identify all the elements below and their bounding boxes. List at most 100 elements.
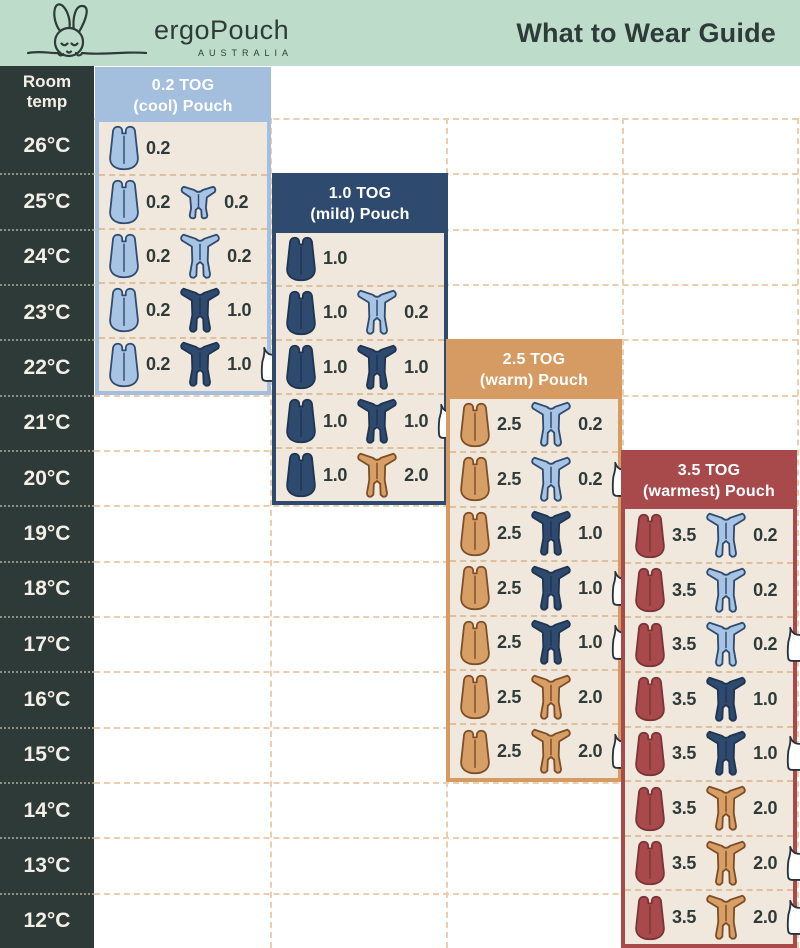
- brand-logo: ergoPouch AUSTRALIA: [24, 2, 293, 64]
- garment-item: 1.0: [284, 290, 347, 336]
- tog-value: 2.0: [753, 798, 778, 818]
- singlet-icon: [785, 735, 800, 772]
- sleeping-bag-icon: [633, 676, 667, 722]
- tog-value: 1.0: [227, 299, 252, 320]
- romper-icon: [178, 184, 219, 221]
- tog-value: 1.0: [323, 464, 348, 485]
- tog-value: 0.2: [578, 414, 603, 435]
- tog-value: 3.5: [672, 907, 697, 928]
- guide-row-18C: 3.5 0.2: [625, 561, 793, 617]
- sleeping-bag-icon: [284, 290, 318, 336]
- guide-row-16C: 2.5 2.0: [450, 669, 618, 723]
- garment-item: 1.0: [704, 729, 778, 778]
- sleeping-bag-icon: [458, 620, 492, 666]
- garment-item: 0.2: [529, 455, 603, 504]
- garment-item: 0.2: [529, 400, 603, 449]
- tog-panel-title-line2: (warmest) Pouch: [643, 482, 775, 500]
- guide-row-22C: 1.0 1.0: [276, 338, 444, 393]
- sleepsuit-icon: [704, 566, 748, 615]
- sleepsuit-icon: [178, 340, 222, 389]
- guide-row-14C: 3.5 2.0: [625, 780, 793, 835]
- sleepsuit-icon: [529, 673, 573, 722]
- tog-value: 1.0: [404, 410, 429, 431]
- guide-row-17C: 3.5 0.2: [625, 616, 793, 671]
- room-temp-header-line2: temp: [26, 92, 68, 111]
- tog-value: 2.0: [753, 852, 778, 873]
- garment-item: 1.0: [284, 236, 347, 282]
- guide-row-24C: 1.0: [276, 233, 444, 285]
- tog-value: 1.0: [323, 248, 348, 269]
- tog-value: 3.5: [672, 798, 697, 818]
- sleeping-bag-icon: [633, 567, 667, 613]
- tog-value: 2.0: [578, 686, 603, 707]
- tog-value: 0.2: [146, 299, 171, 320]
- tog-panel-title-line2: (mild) Pouch: [310, 205, 410, 223]
- tog-value: 0.2: [146, 137, 171, 158]
- room-temp-header: Room temp: [0, 66, 94, 118]
- tog-value: 2.0: [753, 907, 778, 928]
- tog-value: 0.2: [578, 468, 603, 489]
- tog-value: 3.5: [672, 852, 697, 873]
- room-temp-column: Room temp 26°C 25°C 24°C 23°C 22°C 21°C 20°C 19…: [0, 66, 94, 948]
- tog-panel-title-line1: 3.5 TOG: [677, 461, 741, 479]
- sleepsuit-icon: [704, 784, 748, 833]
- sleepsuit-icon: [355, 397, 399, 446]
- guide-row-21C: 1.0 1.0: [276, 393, 444, 447]
- sleeping-bag-icon: [633, 731, 667, 777]
- guide-row-16C: 3.5 1.0: [625, 671, 793, 726]
- guide-row-15C: 3.5 1.0: [625, 725, 793, 781]
- singlet-icon: [785, 899, 800, 936]
- tog-panel-header: 3.5 TOG (warmest) Pouch: [625, 454, 793, 510]
- tog-panel-header: 1.0 TOG (mild) Pouch: [276, 177, 444, 233]
- sleeping-bag-icon: [284, 236, 318, 282]
- garment-item: 3.5: [633, 895, 696, 941]
- temp-cell: 24°C: [0, 228, 94, 284]
- tog-value: 1.0: [578, 632, 603, 653]
- tog-panel-3.5: 3.5 TOG (warmest) Pouch 3.5 0.2 3.5 0.2 3.5 0.2…: [621, 450, 797, 948]
- tog-value: 1.0: [323, 302, 348, 323]
- garment-item: 0.2: [107, 287, 170, 333]
- tog-value: 0.2: [146, 354, 171, 375]
- sleeping-bag-icon: [633, 840, 667, 886]
- sleepsuit-icon: [704, 729, 748, 778]
- garment-item: 1.0: [355, 397, 429, 446]
- sleepsuit-icon: [704, 893, 748, 942]
- garment-item: 1.0: [178, 340, 252, 389]
- sleeping-bag-icon: [458, 674, 492, 720]
- guide-row-23C: 1.0 0.2: [276, 284, 444, 339]
- garment-item: 0.2: [704, 511, 778, 560]
- tog-value: 1.0: [578, 523, 603, 544]
- sleepsuit-icon: [355, 451, 399, 500]
- sleeping-bag-icon: [284, 398, 318, 444]
- garment-item: 0.2: [704, 566, 778, 615]
- garment-item: 2.5: [458, 456, 521, 502]
- garment-item: 1.0: [284, 398, 347, 444]
- tog-value: 0.2: [753, 634, 778, 655]
- guide-row-20C: 1.0 2.0: [276, 447, 444, 501]
- sleeping-bag-icon: [458, 456, 492, 502]
- tog-value: 0.2: [146, 191, 171, 212]
- garment-item: 2.5: [458, 565, 521, 611]
- temp-cell: 14°C: [0, 781, 94, 837]
- garment-item: 1.0: [355, 343, 429, 392]
- sleeping-bag-icon: [107, 179, 141, 225]
- tog-value: 2.5: [497, 686, 522, 707]
- guide-row-20C: 2.5 0.2: [450, 451, 618, 505]
- sleeping-bag-icon: [458, 729, 492, 775]
- tog-value: 2.5: [497, 523, 522, 544]
- guide-row-22C: 0.2 1.0: [99, 336, 267, 391]
- garment-item: 1.0: [704, 675, 778, 724]
- garment-item: 0.2: [107, 342, 170, 388]
- garment-item: 1.0: [529, 618, 603, 667]
- guide-row-18C: 2.5 1.0: [450, 560, 618, 614]
- tog-panel-1.0: 1.0 TOG (mild) Pouch 1.0 1.0 0.2 1.0 1.0 1.0 1.0…: [272, 173, 448, 506]
- tog-value: 0.2: [753, 579, 778, 600]
- tog-value: 2.5: [497, 632, 522, 653]
- page-title: What to Wear Guide: [516, 17, 776, 48]
- guide-row-25C: 0.2 0.2: [99, 174, 267, 228]
- guide-row-21C: 2.5 0.2: [450, 399, 618, 451]
- tog-value: 1.0: [404, 356, 429, 377]
- guide-row-12C: 3.5 2.0: [625, 889, 793, 944]
- tog-value: 3.5: [672, 579, 697, 600]
- garment-item: 0.2: [704, 620, 778, 669]
